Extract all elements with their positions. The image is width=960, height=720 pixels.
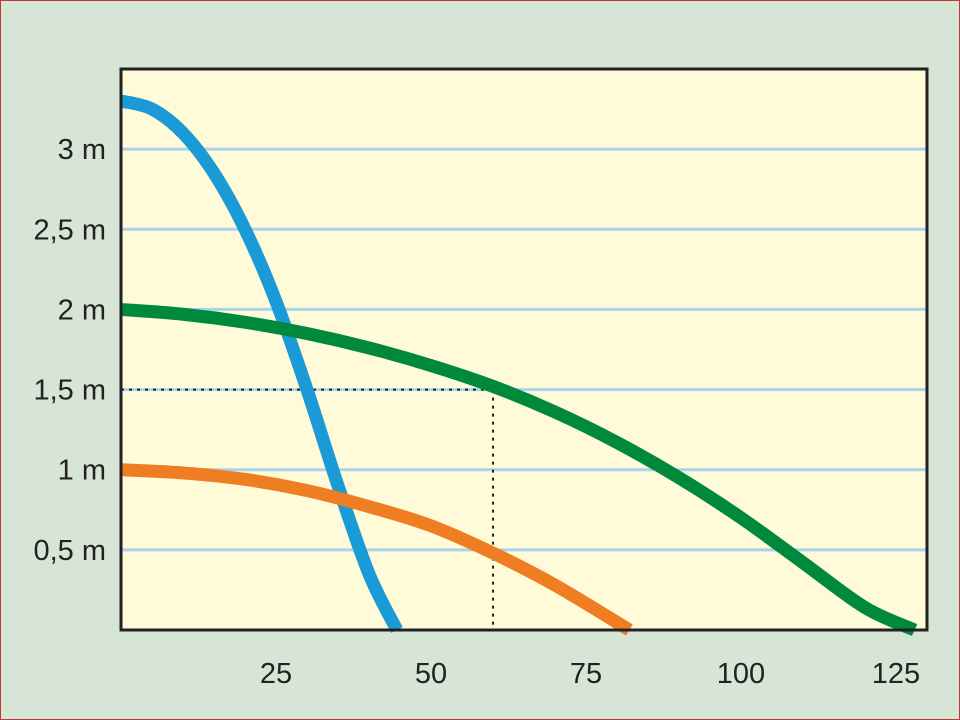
y-axis-ticks: 0,5 m 1 m 1,5 m 2 m 2,5 m 3 m bbox=[33, 134, 106, 567]
x-tick-label: 25 bbox=[260, 658, 292, 690]
y-tick-label: 2,5 m bbox=[33, 214, 106, 246]
series-line-1 bbox=[119, 94, 403, 633]
series-line-2 bbox=[120, 302, 918, 636]
x-tick-label: 50 bbox=[415, 658, 447, 690]
y-tick-label: 1,5 m bbox=[33, 375, 106, 407]
series-line-3 bbox=[120, 463, 633, 636]
x-axis-ticks: 25 50 75 100 125 bbox=[260, 658, 920, 690]
plot-border bbox=[119, 67, 929, 632]
x-tick-label: 100 bbox=[717, 658, 765, 690]
y-tick-label: 0,5 m bbox=[33, 535, 106, 567]
x-tick-label: 125 bbox=[872, 658, 920, 690]
plot-area bbox=[121, 69, 927, 630]
y-tick-label: 2 m bbox=[58, 294, 106, 326]
x-tick-label: 75 bbox=[570, 658, 602, 690]
series-group bbox=[119, 94, 918, 636]
y-tick-label: 3 m bbox=[58, 134, 106, 166]
y-tick-label: 1 m bbox=[58, 455, 106, 487]
